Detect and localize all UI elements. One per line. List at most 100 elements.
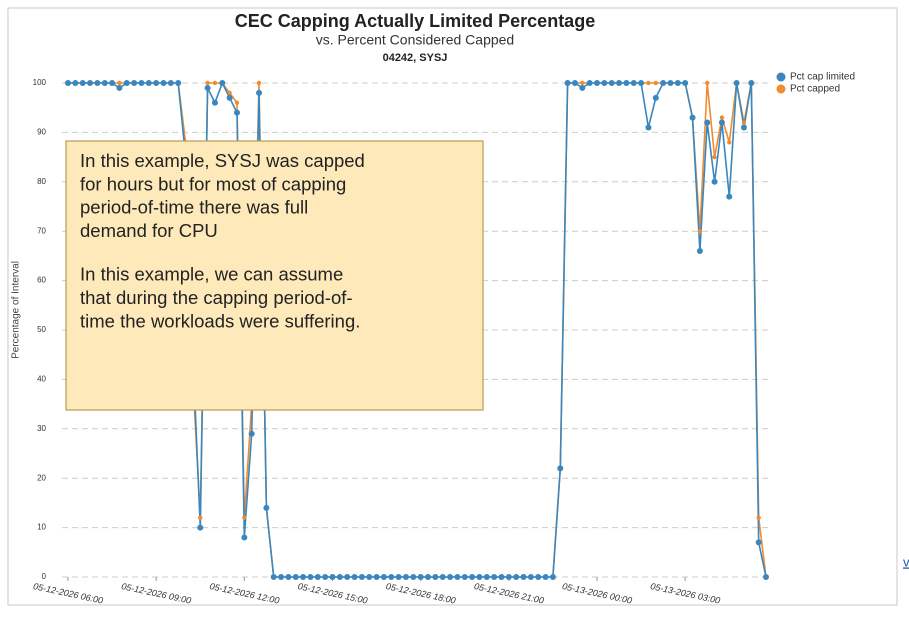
data-point — [674, 80, 681, 86]
data-point — [748, 80, 755, 86]
data-point — [697, 229, 703, 234]
chart-title: CEC Capping Actually Limited Percentage — [235, 11, 595, 31]
legend-marker — [776, 84, 786, 94]
annotation-text: for hours but for most of capping — [80, 173, 346, 194]
chart-subtitle: vs. Percent Considered Capped — [316, 32, 514, 48]
link[interactable]: v — [903, 554, 909, 569]
y-tick-label: 40 — [37, 375, 46, 384]
data-point — [153, 80, 160, 86]
y-tick-label: 30 — [37, 424, 46, 433]
data-point — [549, 574, 556, 580]
data-point — [689, 114, 696, 121]
data-point — [630, 80, 637, 86]
legend-label: Pct cap limited — [790, 72, 855, 83]
data-point — [285, 574, 292, 580]
data-point — [322, 574, 329, 580]
data-point — [256, 89, 263, 96]
legend-marker — [776, 72, 786, 82]
y-tick-label: 100 — [33, 78, 47, 87]
data-point — [535, 574, 542, 580]
data-point — [638, 80, 645, 86]
annotation-text: that during the capping period-of- — [80, 287, 353, 308]
data-point — [439, 574, 446, 580]
data-point — [358, 574, 365, 580]
data-point — [756, 515, 761, 520]
y-tick-label: 70 — [37, 226, 46, 235]
data-point — [461, 574, 468, 580]
data-point — [601, 80, 608, 86]
data-point — [741, 120, 747, 125]
data-point — [623, 80, 630, 86]
data-point — [652, 94, 659, 101]
data-point — [94, 80, 101, 86]
annotation-text: In this example, SYSJ was capped — [80, 150, 365, 171]
annotation-box — [65, 140, 484, 411]
data-point — [329, 574, 336, 580]
data-point — [307, 574, 314, 580]
data-point — [527, 574, 534, 580]
data-point — [233, 109, 240, 116]
data-point — [116, 84, 123, 91]
y-tick-label: 90 — [37, 128, 46, 137]
data-point — [373, 574, 380, 580]
data-point — [505, 574, 512, 580]
data-point — [65, 80, 71, 86]
data-point — [212, 80, 218, 86]
data-point — [205, 80, 210, 86]
data-point — [380, 574, 387, 580]
data-point — [726, 193, 733, 200]
data-point — [72, 80, 79, 86]
data-point — [733, 80, 740, 86]
data-point — [131, 80, 138, 86]
data-point — [278, 574, 285, 580]
data-point — [454, 574, 461, 580]
annotation-text: time the workloads were suffering. — [80, 310, 360, 331]
data-point — [79, 80, 86, 86]
data-point — [645, 124, 652, 131]
chart-label: 04242, SYSJ — [383, 52, 448, 64]
data-point — [616, 80, 623, 86]
data-point — [513, 574, 520, 580]
data-point — [564, 80, 571, 86]
data-point — [660, 80, 667, 86]
data-point — [542, 574, 549, 580]
data-point — [314, 574, 321, 580]
data-point — [123, 80, 130, 86]
data-point — [234, 100, 240, 105]
data-point — [667, 80, 674, 86]
data-point — [402, 574, 409, 580]
data-point — [417, 574, 424, 580]
data-point — [248, 430, 255, 437]
data-point — [425, 574, 432, 580]
data-point — [270, 574, 277, 580]
data-point — [204, 84, 211, 91]
data-point — [198, 515, 203, 520]
data-point — [167, 80, 174, 86]
data-point — [366, 574, 373, 580]
y-tick-label: 50 — [37, 325, 46, 334]
data-point — [145, 80, 152, 86]
data-point — [197, 524, 204, 531]
data-point — [704, 119, 711, 126]
data-point — [432, 574, 439, 580]
data-point — [483, 574, 490, 580]
data-point — [712, 154, 717, 160]
data-point — [292, 574, 299, 580]
data-point — [263, 504, 270, 511]
data-point — [469, 574, 476, 580]
data-point — [410, 574, 417, 580]
data-point — [498, 574, 505, 580]
data-point — [241, 534, 248, 541]
data-point — [219, 80, 226, 86]
data-point — [227, 90, 232, 96]
y-tick-label: 60 — [37, 276, 46, 285]
y-tick-label: 20 — [37, 473, 46, 482]
data-point — [696, 247, 703, 254]
data-point — [300, 574, 307, 580]
data-point — [476, 574, 483, 580]
data-point — [653, 80, 658, 86]
data-point — [175, 80, 182, 86]
data-point — [138, 80, 145, 86]
data-point — [256, 80, 262, 86]
